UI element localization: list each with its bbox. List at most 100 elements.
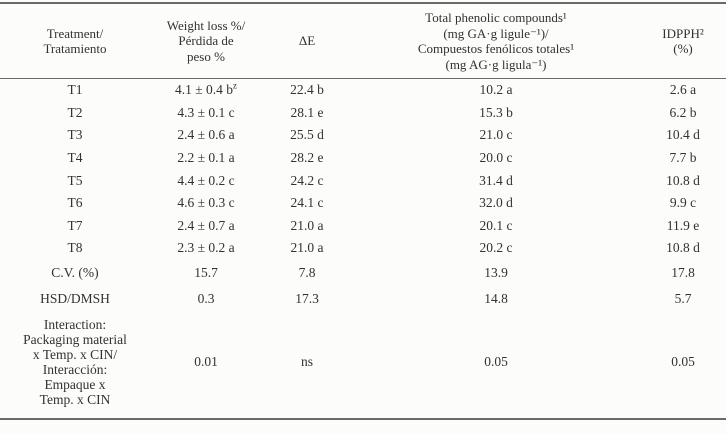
cell-text: Interaction: Packaging material x Temp. … — [23, 316, 127, 407]
cell-treatment: T3 — [0, 124, 150, 147]
col-header-idpph: IDPPH² (%) — [640, 3, 726, 79]
table-row: T1 4.1 ± 0.4 bz 22.4 b 10.2 a 2.6 a — [0, 79, 726, 102]
cell-text: 24.2 c — [290, 172, 324, 188]
cell-text: 10.8 d — [666, 240, 700, 256]
col-header-phenolic: Total phenolic compounds¹ (mg GA·g ligul… — [352, 3, 640, 79]
cell-weight-loss: 2.4 ± 0.6 a — [150, 124, 262, 147]
header-row: Treatment/ Tratamiento Weight loss %/ Pé… — [0, 3, 726, 79]
cell-text: T5 — [67, 172, 83, 188]
cell-treatment: C.V. (%) — [0, 260, 150, 286]
cell-text: 15.7 — [194, 264, 218, 280]
cell-text: 28.2 e — [290, 150, 324, 166]
cell-phenolic: 10.2 a — [352, 79, 640, 102]
cell-phenolic: 0.05 — [352, 312, 640, 419]
cell-text: 21.0 a — [290, 217, 324, 233]
cell-text: 28.1 e — [290, 104, 324, 120]
cell-text: HSD/DMSH — [40, 290, 110, 306]
cell-text: 11.9 e — [666, 217, 700, 233]
cell-text: ns — [300, 354, 313, 370]
table-row: Interaction: Packaging material x Temp. … — [0, 312, 726, 419]
cell-delta-e: 7.8 — [262, 260, 352, 286]
cell-phenolic: 20.1 c — [352, 215, 640, 238]
cell-text: 14.8 — [484, 290, 508, 306]
cell-idpph: 6.2 b — [640, 102, 726, 125]
cell-delta-e: 22.4 b — [262, 79, 352, 102]
cell-weight-loss: 0.01 — [150, 312, 262, 419]
table-row: T3 2.4 ± 0.6 a 25.5 d 21.0 c 10.4 d — [0, 124, 726, 147]
table-row: T6 4.6 ± 0.3 c 24.1 c 32.0 d 9.9 c — [0, 192, 726, 215]
col-header-delta-e: ΔE — [262, 3, 352, 79]
cell-text: 2.6 a — [669, 82, 697, 98]
cell-phenolic: 31.4 d — [352, 169, 640, 192]
cell-idpph: 2.6 a — [640, 79, 726, 102]
cell-text: 10.4 d — [666, 127, 700, 143]
cell-idpph: 5.7 — [640, 286, 726, 312]
col-header-treatment: Treatment/ Tratamiento — [0, 3, 150, 79]
cell-text: 15.3 b — [479, 104, 513, 120]
cell-phenolic: 15.3 b — [352, 102, 640, 125]
cell-idpph: 9.9 c — [640, 192, 726, 215]
cell-phenolic: 20.2 c — [352, 237, 640, 260]
cell-text: 9.9 c — [669, 195, 697, 211]
cell-treatment: T7 — [0, 215, 150, 238]
table-body: T1 4.1 ± 0.4 bz 22.4 b 10.2 a 2.6 a T2 4.3 ± 0… — [0, 79, 726, 419]
cell-delta-e: 21.0 a — [262, 215, 352, 238]
cell-treatment: T2 — [0, 102, 150, 125]
cell-delta-e: 25.5 d — [262, 124, 352, 147]
cell-text: 31.4 d — [479, 172, 513, 188]
cell-phenolic: 32.0 d — [352, 192, 640, 215]
cell-text: T7 — [67, 217, 83, 233]
cell-text: 20.1 c — [479, 217, 513, 233]
cell-text: 0.01 — [194, 354, 218, 370]
cell-text: 7.7 b — [669, 150, 697, 166]
cell-idpph: 10.4 d — [640, 124, 726, 147]
cell-text: 17.3 — [295, 290, 319, 306]
table-row: T5 4.4 ± 0.2 c 24.2 c 31.4 d 10.8 d — [0, 169, 726, 192]
cell-weight-loss: 0.3 — [150, 286, 262, 312]
cell-delta-e: 24.2 c — [262, 169, 352, 192]
cell-treatment: T4 — [0, 147, 150, 170]
cell-text: C.V. (%) — [51, 264, 99, 280]
cell-text: 2.2 ± 0.1 a — [177, 150, 235, 166]
results-table: Treatment/ Tratamiento Weight loss %/ Pé… — [0, 2, 726, 420]
cell-text: 7.8 — [298, 264, 316, 280]
cell-weight-loss: 4.1 ± 0.4 bz — [150, 79, 262, 102]
cell-treatment: T1 — [0, 79, 150, 102]
cell-text: 2.3 ± 0.2 a — [177, 240, 235, 256]
table-row: T4 2.2 ± 0.1 a 28.2 e 20.0 c 7.7 b — [0, 147, 726, 170]
cell-idpph: 10.8 d — [640, 169, 726, 192]
cell-delta-e: 24.1 c — [262, 192, 352, 215]
cell-text: 13.9 — [484, 264, 508, 280]
cell-text: 25.5 d — [290, 127, 324, 143]
table-row: T2 4.3 ± 0.1 c 28.1 e 15.3 b 6.2 b — [0, 102, 726, 125]
cell-delta-e: 28.1 e — [262, 102, 352, 125]
cell-treatment: Interaction: Packaging material x Temp. … — [0, 312, 150, 419]
cell-text: T6 — [67, 195, 83, 211]
cell-weight-loss: 4.4 ± 0.2 c — [150, 169, 262, 192]
cell-idpph: 7.7 b — [640, 147, 726, 170]
cell-text: 0.05 — [671, 354, 695, 370]
cell-superscript: z — [233, 80, 238, 91]
table-row: T8 2.3 ± 0.2 a 21.0 a 20.2 c 10.8 d — [0, 237, 726, 260]
cell-text: 5.7 — [674, 290, 692, 306]
cell-treatment: T8 — [0, 237, 150, 260]
cell-text: 2.4 ± 0.7 a — [177, 217, 235, 233]
cell-delta-e: 21.0 a — [262, 237, 352, 260]
cell-text: 17.8 — [671, 264, 695, 280]
cell-phenolic: 21.0 c — [352, 124, 640, 147]
cell-text: 20.2 c — [479, 240, 513, 256]
cell-treatment: T6 — [0, 192, 150, 215]
table-row: T7 2.4 ± 0.7 a 21.0 a 20.1 c 11.9 e — [0, 215, 726, 238]
table-row: HSD/DMSH 0.3 17.3 14.8 5.7 — [0, 286, 726, 312]
table-row: C.V. (%) 15.7 7.8 13.9 17.8 — [0, 260, 726, 286]
cell-text: 21.0 c — [479, 127, 513, 143]
cell-text: T3 — [67, 127, 83, 143]
cell-weight-loss: 4.3 ± 0.1 c — [150, 102, 262, 125]
cell-idpph: 10.8 d — [640, 237, 726, 260]
cell-weight-loss: 2.2 ± 0.1 a — [150, 147, 262, 170]
cell-phenolic: 14.8 — [352, 286, 640, 312]
cell-text: 6.2 b — [669, 104, 697, 120]
cell-text: 4.1 ± 0.4 b — [174, 82, 234, 98]
cell-text: 2.4 ± 0.6 a — [177, 127, 235, 143]
cell-text: 0.3 — [197, 290, 215, 306]
